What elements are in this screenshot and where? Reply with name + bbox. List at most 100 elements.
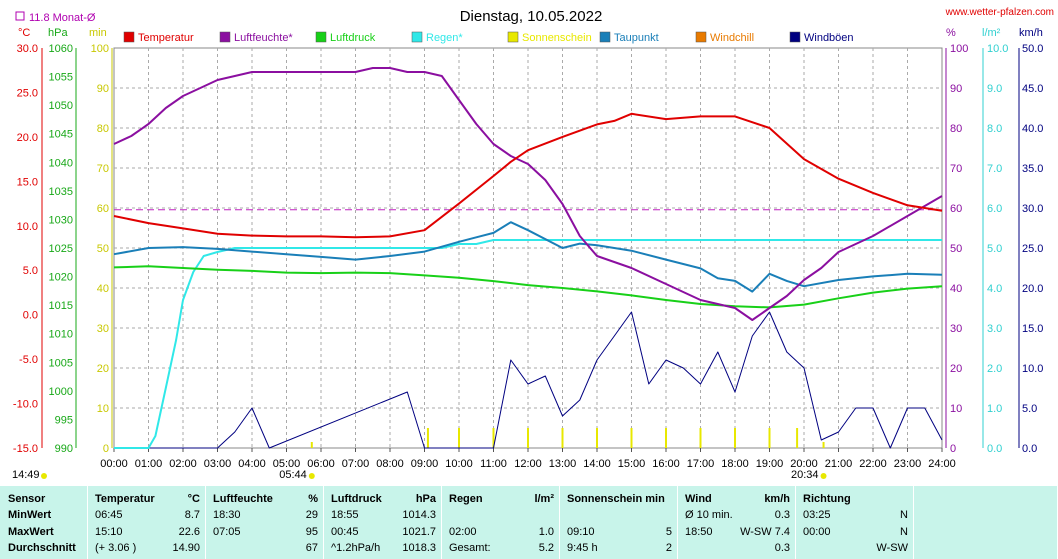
pressure-tick-label: 1010 (49, 329, 73, 341)
legend-label: Regen* (426, 32, 463, 44)
x-tick-label: 20:00 (790, 458, 818, 470)
stats-time-sun: 9:45 h (567, 542, 598, 554)
x-tick-label: 18:00 (721, 458, 749, 470)
series-line-taupunkt (113, 221, 943, 293)
rain-tick-label: 9.0 (987, 83, 1002, 95)
sun-tick-label: 70 (97, 163, 109, 175)
sun-markers: 05:44 20:34 14:49 (12, 442, 827, 481)
wind-tick-label: 15.0 (1022, 323, 1043, 335)
stats-column-sun (560, 486, 678, 559)
hum-tick-label: 40 (950, 283, 962, 295)
axis-units: °C hPa min% l/m² km/h (18, 27, 1043, 39)
stats-value-press: 1014.3 (402, 509, 436, 521)
temp-unit: °C (18, 27, 30, 39)
stats-time-temp: 06:45 (95, 509, 123, 521)
stats-header-unit-press: hPa (415, 493, 436, 505)
x-tick-label: 23:00 (894, 458, 922, 470)
rain-tick-label: 10.0 (987, 43, 1008, 55)
wind-tick-label: 50.0 (1022, 43, 1043, 55)
stats-value-rain: 5.2 (538, 542, 554, 554)
sunset-label: 20:34 (791, 469, 819, 481)
stats-value-sun: 2 (665, 542, 672, 554)
legend-label: Windböen (804, 32, 854, 44)
stats-time-hum: 18:30 (213, 509, 241, 521)
stats-time-dir: 03:25 (803, 509, 831, 521)
stats-header-sensor: Sensor (8, 493, 46, 505)
legend-swatch (507, 31, 519, 43)
temp-tick-label: -15.0 (13, 443, 38, 455)
pressure-tick-label: 1000 (49, 386, 73, 398)
pressure-tick-label: 1005 (49, 357, 73, 369)
sunshine-bar (699, 428, 702, 448)
rain-tick-label: 0.0 (987, 443, 1002, 455)
x-axis: 00:00 01:00 02:00 03:00 04:00 05:00 06:00 07:00… (100, 448, 956, 470)
sunshine-bar (768, 428, 771, 448)
stats-value-dir: W-SW (876, 542, 908, 554)
rain-unit: l/m² (982, 27, 1001, 39)
wind-tick-label: 35.0 (1022, 163, 1043, 175)
stats-value-press: 1018.3 (402, 542, 436, 554)
stats-header-press: Luftdruck (331, 493, 382, 505)
legend-swatch (411, 31, 423, 43)
stats-row-label: MinWert (8, 509, 52, 521)
temp-tick-label: 10.0 (17, 221, 38, 233)
x-tick-label: 15:00 (618, 458, 646, 470)
wind-tick-label: 0.0 (1022, 443, 1037, 455)
wind-unit: km/h (1019, 27, 1043, 39)
y-axes: 30.0 25.0 20.0 15.0 10.0 5.0 0.0 -5.0 -10.0 -15.0… (13, 43, 1044, 455)
temp-tick-label: 15.0 (17, 176, 38, 188)
temp-tick-label: -10.0 (13, 399, 38, 411)
statistics-table: Sensor Temperatur °C Luftfeuchte% Luftdruck h… (0, 486, 1058, 559)
stats-time-wind: Ø 10 min. (685, 509, 733, 521)
wind-tick-label: 10.0 (1022, 363, 1043, 375)
stats-time-press: 00:45 (331, 526, 359, 538)
chart-title: Dienstag, 10.05.2022 (460, 8, 603, 25)
legend-label: Luftfeuchte* (234, 32, 293, 44)
stats-value-hum: 29 (305, 509, 318, 521)
pressure-tick-label: 995 (55, 414, 73, 426)
stats-header-unit-temp: °C (187, 493, 200, 505)
monthly-avg-icon (15, 11, 25, 21)
wind-tick-label: 45.0 (1022, 83, 1043, 95)
sunrise-dot (308, 473, 315, 479)
x-tick-label: 24:00 (928, 458, 956, 470)
x-tick-label: 05:00 (273, 458, 301, 470)
stats-row-label: MaxWert (8, 526, 54, 538)
stats-header-hum: Luftfeuchte (213, 493, 273, 505)
stats-time-rain: 02:00 (449, 526, 477, 538)
pressure-tick-label: 1050 (49, 100, 73, 112)
stats-column-temp (88, 486, 206, 559)
stats-header-rain: Regen (449, 493, 483, 505)
pressure-tick-label: 1025 (49, 243, 73, 255)
hum-tick-label: 60 (950, 203, 962, 215)
x-tick-label: 09:00 (411, 458, 439, 470)
rain-tick-label: 2.0 (987, 363, 1002, 375)
sunshine-bar (561, 428, 564, 448)
x-tick-label: 04:00 (238, 458, 266, 470)
x-tick-label: 21:00 (825, 458, 853, 470)
temp-tick-label: 0.0 (23, 310, 38, 322)
sun-tick-label: 0 (103, 443, 109, 455)
temp-tick-label: 5.0 (23, 265, 38, 277)
x-tick-label: 13:00 (549, 458, 577, 470)
sun-tick-label: 60 (97, 203, 109, 215)
site-link[interactable]: www.wetter-pfalzen.com (945, 7, 1054, 18)
hum-tick-label: 10 (950, 403, 962, 415)
x-tick-label: 22:00 (859, 458, 887, 470)
stats-header-unit-hum: % (308, 493, 318, 505)
x-tick-label: 07:00 (342, 458, 370, 470)
sunshine-bar (458, 428, 460, 448)
temp-tick-label: 30.0 (17, 43, 38, 55)
chart-legend: Temperatur Luftfeuchte* Luftdruck Regen* Son… (123, 31, 854, 44)
wind-tick-label: 25.0 (1022, 243, 1043, 255)
legend-label: Luftdruck (330, 32, 376, 44)
sunshine-bar (596, 428, 598, 448)
hum-tick-label: 90 (950, 83, 962, 95)
series-line-temperatur (113, 112, 943, 239)
legend-swatch (219, 31, 231, 43)
x-tick-label: 11:00 (480, 458, 507, 470)
stats-header-temp: Temperatur (95, 493, 155, 505)
stats-time-dir: 00:00 (803, 526, 831, 538)
stats-column-empty (914, 486, 1058, 559)
stats-column-press (324, 486, 442, 559)
